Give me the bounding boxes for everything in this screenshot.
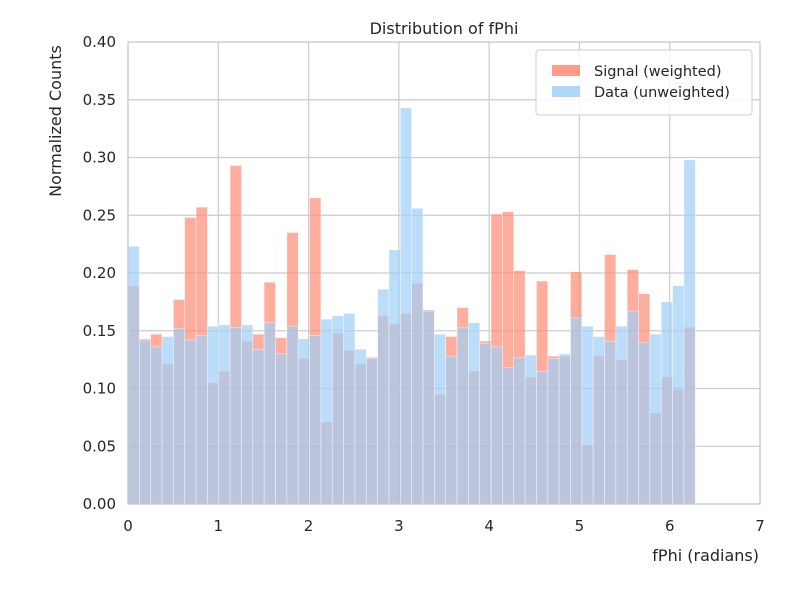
y-tick-label: 0.05 [83, 437, 116, 455]
data-bar [343, 313, 356, 505]
legend-swatch-signal [552, 65, 580, 76]
y-tick-label: 0.20 [83, 264, 116, 282]
data-bar [399, 107, 412, 505]
data-bar [570, 317, 583, 505]
data-bar [150, 346, 163, 505]
data-bar [456, 326, 469, 505]
y-tick-label: 0.10 [83, 380, 116, 398]
data-bar [649, 333, 662, 505]
legend-label-signal: Signal (weighted) [594, 64, 721, 80]
legend-label-data: Data (unweighted) [594, 85, 730, 101]
data-bar [490, 346, 503, 505]
x-tick-label: 4 [484, 517, 494, 535]
data-bar [422, 310, 435, 505]
data-bar [127, 246, 140, 505]
data-bar [558, 353, 571, 505]
data-bar [468, 322, 481, 505]
x-tick-label: 1 [214, 517, 224, 535]
x-tick-label: 7 [755, 517, 765, 535]
data-bar [638, 341, 651, 505]
legend-swatch-data [552, 86, 580, 97]
data-bar [502, 367, 515, 505]
data-bar [672, 285, 685, 505]
data-bar [309, 335, 322, 505]
data-bar [331, 315, 344, 505]
data-bar [513, 357, 526, 505]
y-tick-label: 0.00 [83, 495, 116, 513]
x-tick-label: 0 [123, 517, 133, 535]
bars [127, 107, 696, 505]
x-axis-label: fPhi (radians) [652, 546, 759, 565]
data-bar [536, 370, 549, 505]
series-data [127, 107, 696, 505]
x-tick-label: 5 [575, 517, 585, 535]
data-bar [388, 249, 401, 505]
data-bar [683, 159, 696, 505]
data-bar [445, 355, 458, 505]
data-bar [604, 340, 617, 505]
chart-title: Distribution of fPhi [370, 19, 519, 38]
data-bar [581, 325, 594, 505]
data-bar [547, 358, 560, 505]
legend-box [535, 49, 753, 116]
data-bar [297, 338, 310, 505]
x-tick-label: 6 [665, 517, 675, 535]
data-bar [377, 288, 390, 505]
data-bar [660, 301, 673, 505]
data-bar [592, 336, 605, 505]
data-bar [218, 324, 231, 505]
data-bar [615, 325, 628, 505]
data-bar [241, 324, 254, 505]
legend: Signal (weighted) Data (unweighted) [535, 49, 753, 116]
data-bar [479, 343, 492, 505]
x-tick-labels: 0 1 2 3 4 5 6 7 [123, 517, 765, 535]
data-bar [286, 325, 299, 505]
y-tick-label: 0.30 [83, 149, 116, 167]
data-bar [365, 358, 378, 505]
data-bar [275, 353, 288, 505]
data-bar [184, 339, 197, 505]
data-bar [139, 339, 151, 505]
data-bar [626, 310, 639, 505]
x-tick-label: 3 [394, 517, 404, 535]
data-bar [320, 318, 333, 505]
y-tick-label: 0.40 [83, 33, 116, 51]
plot-frame [127, 41, 761, 505]
x-tick-label: 2 [304, 517, 314, 535]
data-bar [434, 333, 446, 505]
data-bar [354, 348, 367, 505]
data-bar [207, 325, 220, 505]
data-bar [173, 328, 186, 505]
data-bar [252, 348, 265, 505]
data-bar [263, 322, 276, 505]
data-bar [195, 335, 208, 505]
data-bar [161, 336, 174, 505]
y-axis-label: Normalized Counts [46, 45, 65, 197]
data-bar [524, 354, 537, 505]
data-bar [229, 326, 242, 505]
y-tick-label: 0.25 [83, 206, 116, 224]
y-tick-label: 0.15 [83, 322, 116, 340]
y-tick-label: 0.35 [83, 91, 116, 109]
y-tick-labels: 0.00 0.05 0.10 0.15 0.20 0.25 0.30 0.35 0.40 [83, 33, 116, 513]
data-bar [411, 208, 424, 505]
